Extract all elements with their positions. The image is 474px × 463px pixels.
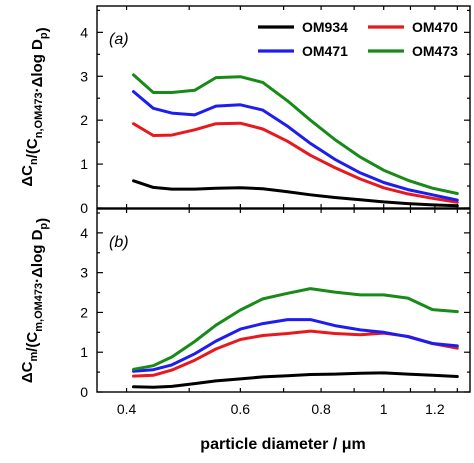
y-tick-label: 4 xyxy=(80,225,88,241)
legend: OM934 OM470 OM471 OM473 xyxy=(258,19,458,59)
y-tick-label: 1 xyxy=(80,344,88,360)
panel-a: 0 1 2 3 4 (a) OM934 OM470 OM471 OM473 xyxy=(80,5,471,216)
y-axis-title: ΔCm/(Cm,OM473·Δlog Dp) xyxy=(19,218,51,383)
x-axis-title: particle diameter / μm xyxy=(200,436,365,453)
y-tick-label: 4 xyxy=(80,24,88,40)
series-line-om473 xyxy=(132,287,459,371)
legend-label-om471: OM471 xyxy=(302,43,348,59)
y-tick-label: 3 xyxy=(80,265,88,281)
legend-label-om470: OM470 xyxy=(412,19,458,35)
series-line-om934 xyxy=(132,179,459,208)
y-tick-label: 1 xyxy=(80,156,88,172)
legend-label-om473: OM473 xyxy=(412,43,458,59)
y-tick-label: 3 xyxy=(80,68,88,84)
y-axis-title: ΔCn/(Cn,OM473·Δlog Dp) xyxy=(19,27,51,186)
ylabel-a: ΔCn/(Cn,OM473·Δlog Dp) xyxy=(19,27,51,186)
series-line-om473 xyxy=(132,73,459,195)
series-line-om470 xyxy=(132,121,459,204)
panel-label: (a) xyxy=(109,31,129,48)
x-tick-label: 0.8 xyxy=(311,401,331,417)
y-tick-label: 0 xyxy=(80,384,88,400)
x-tick-label: 0.6 xyxy=(231,401,251,417)
x-tick-label: 1 xyxy=(380,401,388,417)
series-line-om471 xyxy=(132,318,459,373)
legend-label-om934: OM934 xyxy=(302,19,348,35)
panel-label: (b) xyxy=(109,234,129,251)
series-line-om471 xyxy=(132,90,459,202)
y-tick-label: 0 xyxy=(80,200,88,216)
y-tick-label: 2 xyxy=(80,304,88,320)
x-tick-label: 0.4 xyxy=(117,401,137,417)
x-tick-label: 1.2 xyxy=(425,401,445,417)
y-tick-label: 2 xyxy=(80,112,88,128)
series-line-om934 xyxy=(132,371,459,389)
ylabel-b: ΔCm/(Cm,OM473·Δlog Dp) xyxy=(19,218,51,383)
panel-b: 0 1 2 3 4 (b) 0.4 0.6 0.8 1 1.2 xyxy=(80,208,471,417)
